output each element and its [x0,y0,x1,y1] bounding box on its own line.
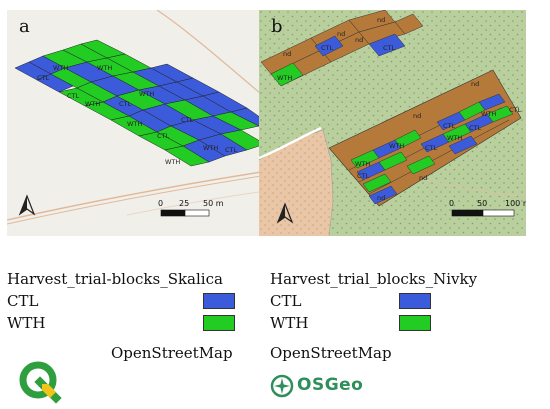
block-label: nd [377,194,385,202]
scale-tick: 0 [449,199,454,208]
block-label: nd [283,50,291,58]
block-wth [394,129,422,149]
block-ctl [368,33,406,57]
block-wth [378,151,408,171]
block-ctl [368,185,398,205]
scale-tick: 50 [477,199,487,208]
road-line [156,10,274,106]
block-label: WTH [447,134,462,142]
track-line [126,189,274,216]
block-label: CTL [383,44,396,52]
block-label: CTL [357,172,370,180]
block-label: WTH [127,120,142,128]
block-label: nd [377,16,385,24]
north-arrow-icon [276,202,294,224]
block-label: CTL [443,122,456,130]
block-label: WTH [277,74,292,82]
block-label: nd [419,174,427,182]
block-ctl [448,135,478,155]
legend-label-ctl: CTL [7,292,39,310]
block-nd [394,13,424,35]
block-label: WTH [53,64,68,72]
block-wth [270,62,304,87]
legend-title: Harvest_trial_blocks_Nivky [270,270,478,288]
scale-tick: 25 [179,199,189,208]
block-label: WTH [203,144,218,152]
scale-tick: 0 [158,199,163,208]
block-label: WTH [139,90,154,98]
block-label: CTL [509,106,522,114]
legend-title: Harvest_trial-blocks_Skalica [7,270,223,288]
block-wth [486,105,514,123]
panel-letter: a [19,16,30,37]
block-label: nd [355,36,363,44]
legend-label-wth: WTH [270,314,309,332]
block-label: CTL [321,44,334,52]
basemap-label: OpenStreetMap [111,344,233,362]
block-label: CTL [469,124,482,132]
scale-bar: 0 25 50 m [158,199,224,217]
scale-tick: 50 m [203,199,224,208]
north-arrow-icon [18,194,36,216]
map-panel-a: CTL WTH WTH CTL WTH CTL WTH CTL WTH CTL … [7,10,274,236]
legend-label-wth: WTH [7,314,46,332]
qgis-logo-icon [18,360,62,404]
block-label: WTH [85,100,100,108]
block-label: WTH [481,110,496,118]
block-ctl [314,35,344,57]
block-label: CTL [67,92,80,100]
osgeo-logo-text: OSGeo [297,375,364,395]
block-label: CTL [225,146,238,154]
block-wth [406,155,436,175]
scale-tick: 100 m [505,199,526,208]
legend-label-ctl: CTL [270,292,302,310]
legend-swatch-wth [399,315,431,331]
block-label: CTL [37,74,50,82]
block-label: WTH [165,158,180,166]
scale-bar: 0 50 100 m [449,199,526,217]
block-label: nd [337,30,345,38]
clearing-area [259,130,333,236]
map-panel-b: nd nd nd CTL CTL WTH nd nd WTH CTL WTH n… [259,10,526,236]
block-wth [362,173,392,193]
block-label: WTH [355,160,370,168]
block-label: CTL [181,116,194,124]
block-wth [164,145,210,167]
legend-swatch-ctl [399,293,431,309]
trial-blocks-south [328,69,522,207]
road-line [7,173,274,225]
panel-letter: b [271,16,283,37]
osgeo-logo-icon [270,374,294,398]
block-label: CTL [157,132,170,140]
road-line [7,169,274,221]
legend-swatch-wth [203,315,235,331]
legend-swatch-ctl [203,293,235,309]
basemap-label: OpenStreetMap [270,344,392,362]
block-label: CTL [425,144,438,152]
block-label: WTH [97,64,112,72]
block-label: nd [413,112,421,120]
block-label: CTL [119,100,132,108]
road-line [259,126,322,160]
trial-blocks-north [260,10,424,87]
block-label: nd [471,80,479,88]
block-ctl [478,93,506,111]
block-label: WTH [389,142,404,150]
